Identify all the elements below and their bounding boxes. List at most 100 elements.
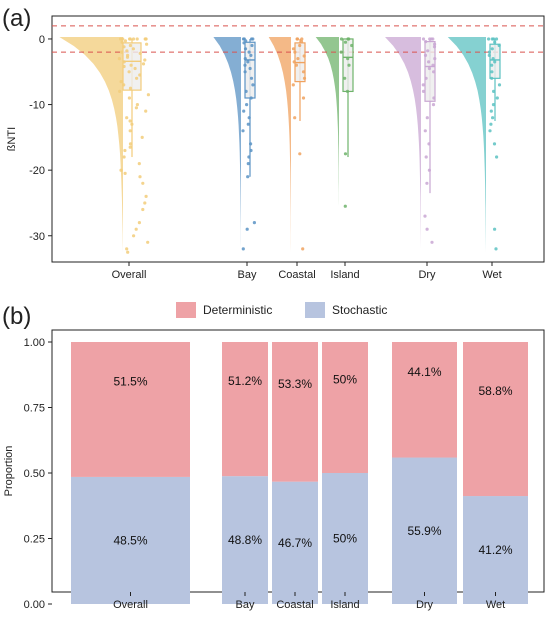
x-tick-label-coastal: Coastal: [276, 599, 313, 611]
data-point-overall: [135, 76, 139, 80]
data-label-deterministic: 53.3%: [278, 377, 312, 391]
data-point-wet: [494, 247, 498, 251]
data-point-coastal: [291, 47, 296, 51]
data-point-bay: [243, 70, 247, 74]
data-point-dry: [425, 227, 429, 231]
data-point-overall: [145, 42, 149, 46]
y-axis-label: ßNTI: [6, 127, 18, 151]
data-point-coastal: [301, 70, 306, 74]
y-tick-label: -20: [29, 165, 45, 177]
data-point-overall: [128, 37, 132, 41]
data-point-wet: [487, 53, 491, 58]
data-point-dry: [424, 40, 428, 44]
y-tick-label: 0.25: [24, 534, 45, 546]
y-axis-label: Proportion: [3, 446, 15, 497]
data-point-dry: [432, 70, 436, 74]
data-point-wet: [490, 70, 494, 74]
x-tick-label-island: Island: [330, 599, 359, 611]
data-point-overall: [123, 148, 127, 153]
violin-coastal: [268, 36, 291, 253]
data-point-bay: [242, 41, 246, 45]
legend-label-stochastic: Stochastic: [332, 303, 387, 317]
data-point-wet: [487, 37, 491, 41]
box-bay: [244, 41, 256, 99]
data-point-dry: [423, 53, 428, 58]
y-tick-label: 0.75: [24, 403, 45, 415]
legend-swatch-stochastic: [305, 302, 325, 318]
data-point-dry: [431, 63, 435, 67]
bar-deterministic-coastal: [272, 342, 318, 482]
data-point-coastal: [295, 37, 300, 41]
bar-deterministic-overall: [71, 342, 190, 477]
data-point-dry: [431, 103, 436, 107]
data-point-overall: [146, 240, 150, 244]
data-point-island: [343, 76, 347, 80]
data-point-bay: [249, 76, 254, 80]
panel-b-stacked-bar-chart: 51.5% 48.5% Overall 51.2% 48.8% Bay 53.3% 46.7%…: [3, 302, 545, 611]
data-point-overall: [120, 40, 124, 44]
data-point-bay: [243, 57, 247, 61]
data-point-overall: [138, 51, 142, 56]
data-point-dry: [433, 57, 437, 61]
data-point-overall: [125, 49, 129, 53]
data-point-coastal: [296, 57, 300, 61]
data-point-overall: [143, 201, 147, 205]
data-point-overall: [128, 119, 132, 123]
data-point-overall: [144, 37, 148, 41]
data-point-dry: [421, 37, 426, 41]
data-point-dry: [424, 76, 428, 80]
data-point-overall: [138, 73, 142, 77]
violin-bay: [213, 36, 241, 249]
data-point-overall: [135, 37, 139, 41]
data-point-coastal: [292, 60, 296, 64]
legend-label-deterministic: Deterministic: [203, 303, 272, 317]
y-tick-label: 0.50: [24, 468, 45, 480]
data-point-coastal: [294, 63, 298, 67]
data-point-overall: [127, 96, 131, 100]
data-point-bay: [246, 60, 250, 64]
data-label-stochastic: 48.5%: [113, 533, 147, 547]
data-label-stochastic: 46.7%: [278, 536, 312, 550]
data-point-island: [343, 152, 348, 156]
data-point-wet: [491, 116, 495, 120]
data-point-island: [350, 43, 354, 48]
x-tick-label-overall: Overall: [113, 599, 148, 611]
data-point-dry: [427, 142, 431, 146]
data-point-bay: [249, 148, 253, 153]
data-point-overall: [119, 168, 123, 172]
data-point-coastal: [293, 116, 297, 120]
data-point-bay: [250, 43, 254, 48]
panel-a-label: (a): [2, 5, 31, 32]
y-tick-label: 1.00: [24, 337, 45, 349]
data-point-overall: [120, 50, 124, 54]
bar-stochastic-bay: [222, 476, 268, 604]
violin-wet: [447, 36, 486, 253]
y-tick-label: -10: [29, 100, 45, 112]
data-point-overall: [122, 155, 126, 159]
data-point-wet: [497, 83, 502, 87]
data-point-bay: [246, 175, 250, 179]
data-label-deterministic: 51.2%: [228, 374, 262, 388]
data-point-coastal: [291, 83, 295, 87]
data-point-overall: [125, 116, 129, 120]
data-point-bay: [243, 63, 247, 67]
data-point-overall: [125, 247, 129, 251]
data-point-coastal: [299, 40, 304, 44]
legend-swatch-deterministic: [176, 302, 196, 318]
bar-deterministic-dry: [392, 342, 457, 458]
data-point-bay: [244, 89, 248, 93]
data-point-island: [347, 63, 351, 67]
data-label-deterministic: 58.8%: [478, 384, 512, 398]
data-point-bay: [245, 227, 249, 231]
data-point-island: [339, 50, 343, 54]
data-point-wet: [490, 76, 494, 80]
data-point-island: [347, 37, 351, 41]
data-point-wet: [490, 37, 494, 41]
data-point-overall: [134, 106, 138, 110]
data-point-dry: [427, 60, 431, 64]
data-point-wet: [493, 227, 497, 231]
data-point-overall: [131, 37, 136, 41]
data-point-overall: [123, 39, 127, 43]
data-point-overall: [133, 66, 137, 71]
panel-a-raincloud-chart: 0 -10 -20 -30 ßNTI Overall Bay Coastal Island Dry…: [6, 15, 545, 281]
